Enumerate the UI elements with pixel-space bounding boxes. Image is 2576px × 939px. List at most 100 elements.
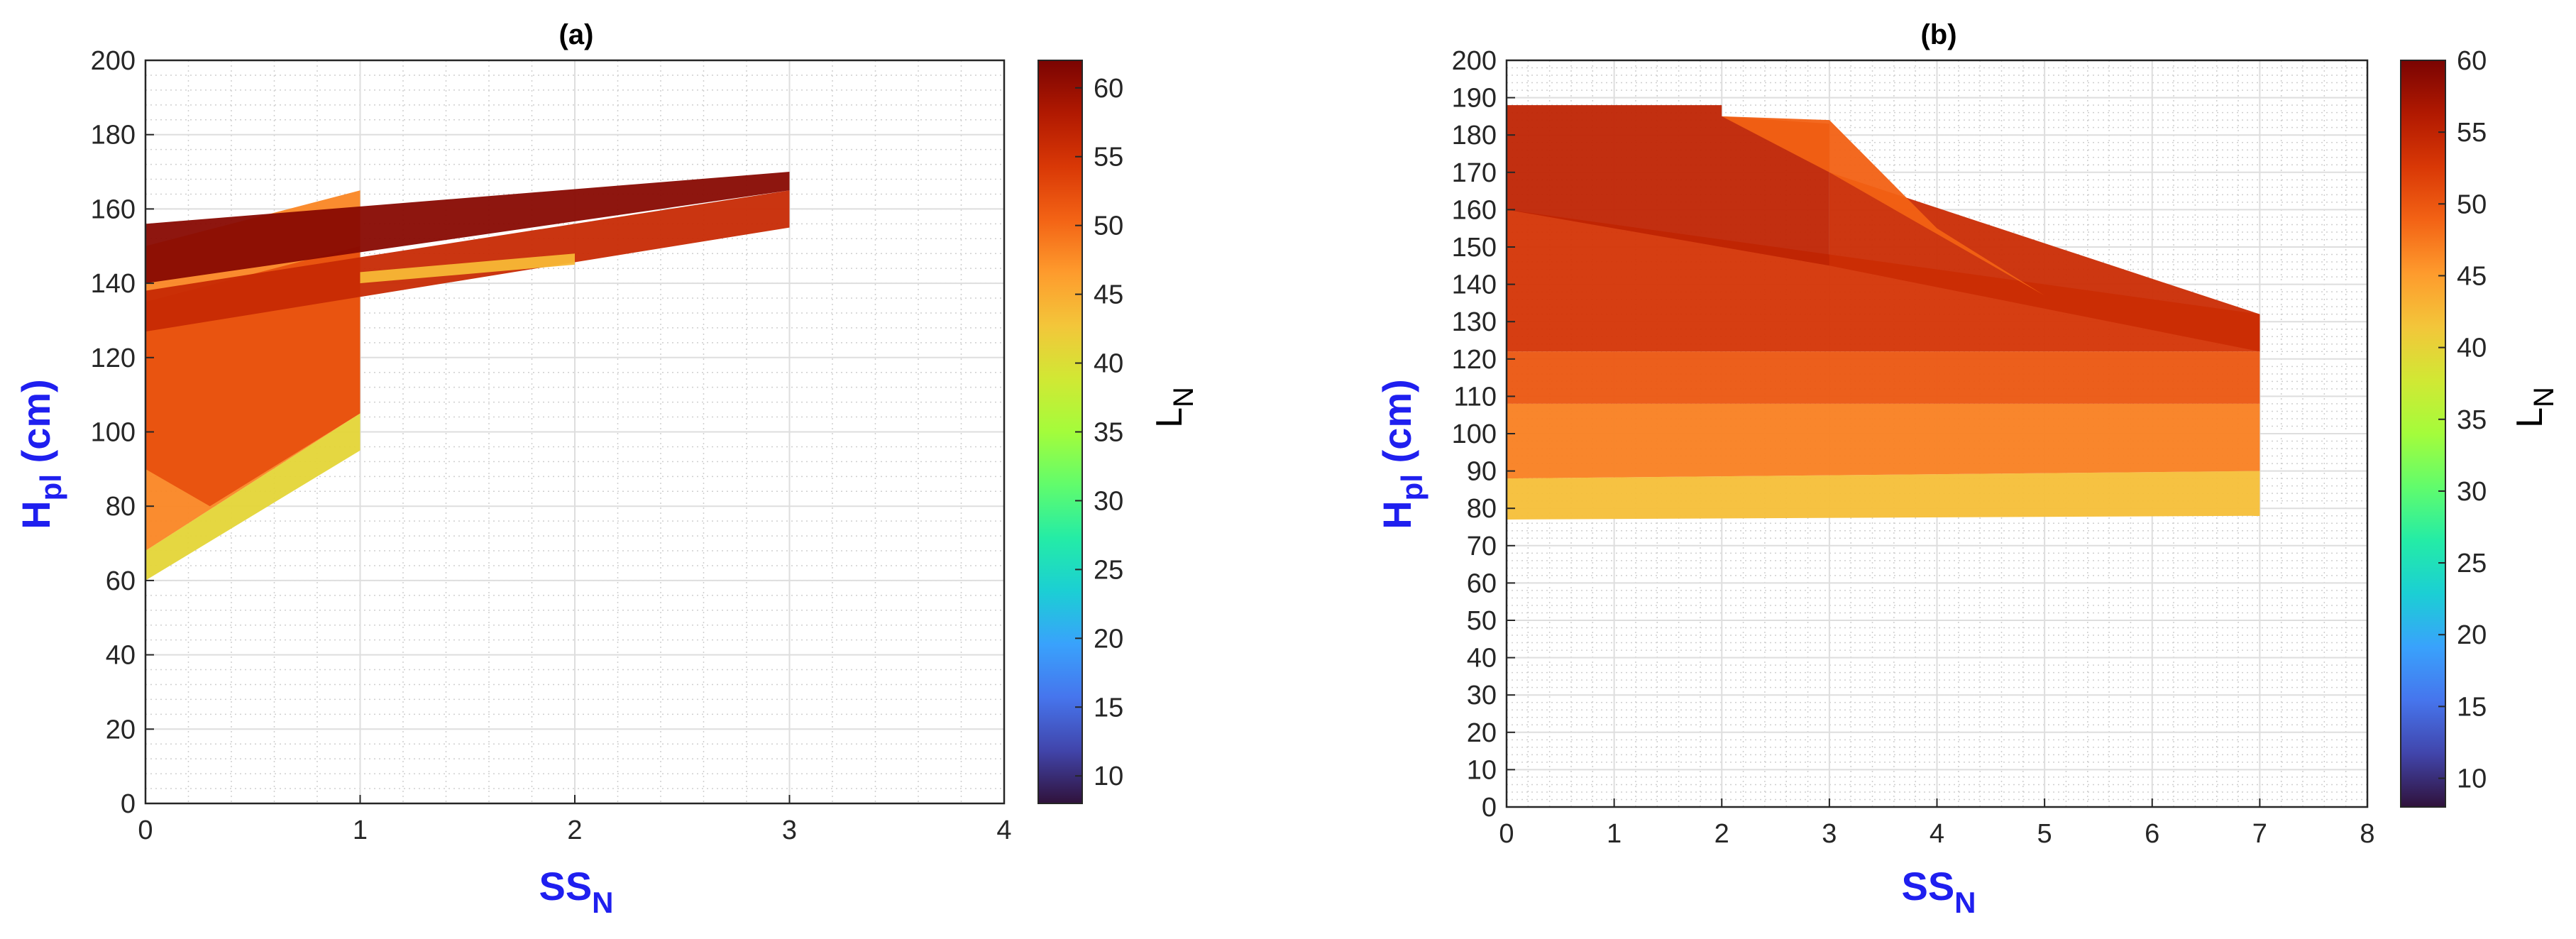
x-tick-label: 3 — [782, 816, 797, 845]
y-tick-label: 140 — [91, 269, 136, 299]
x-tick-label: 4 — [996, 816, 1011, 845]
colorbar-tick-label: 10 — [2457, 764, 2487, 794]
y-tick-label: 200 — [91, 46, 136, 76]
colorbar-tick-label: 30 — [2457, 477, 2487, 507]
colorbar-tick-label: 15 — [1094, 693, 1123, 723]
y-tick-label: 70 — [1467, 532, 1497, 561]
y-tick-label: 40 — [106, 641, 136, 671]
colorbar-tick-label: 15 — [2457, 692, 2487, 722]
colorbar-tick-label: 45 — [1094, 280, 1123, 310]
y-tick-label: 170 — [1452, 158, 1497, 188]
data-region-4 — [1507, 209, 2260, 352]
y-tick-label: 110 — [1453, 382, 1497, 412]
y-tick-label: 160 — [91, 194, 136, 224]
colorbar — [1037, 60, 1083, 804]
colorbar-tick-label: 30 — [1094, 486, 1123, 516]
colorbar-tick-label: 55 — [2457, 118, 2487, 148]
x-tick-label: 8 — [2360, 819, 2374, 849]
colorbar-tick-label: 20 — [1094, 624, 1123, 654]
x-tick-label: 1 — [1607, 819, 1622, 849]
y-tick-label: 10 — [1467, 755, 1497, 785]
colorbar-tick-label: 60 — [2457, 46, 2487, 76]
x-tick-label: 4 — [1930, 819, 1944, 849]
colorbar-ticks: 10 15 20 25 30 35 40 45 50 55 60 — [1075, 74, 1123, 791]
colorbar-tick-label: 55 — [1094, 143, 1123, 172]
data-region-4 — [145, 190, 790, 332]
colorbar-tick-label: 45 — [2457, 261, 2487, 291]
x-tick-label: 7 — [2252, 819, 2267, 849]
y-tick-label: 20 — [106, 715, 136, 745]
colorbar-tick-label: 40 — [1094, 349, 1123, 379]
y-tick-label: 120 — [91, 344, 136, 373]
colorbar-tick-label: 10 — [1094, 762, 1123, 791]
x-tick-label: 0 — [1499, 819, 1514, 849]
y-tick-label: 40 — [1467, 644, 1497, 674]
y-tick-label: 190 — [1452, 84, 1497, 114]
chart-panel-a: (a) 0 20 40 60 80 100 120 140 160 180 200 0 1 2 3 4 SS… — [13, 19, 1199, 919]
y-tick-label: 80 — [106, 492, 136, 522]
colorbar-tick-label: 35 — [2457, 405, 2487, 435]
x-tick-label: 3 — [1822, 819, 1837, 849]
y-tick-label: 130 — [1452, 307, 1497, 337]
colorbar-tick-label: 25 — [2457, 549, 2487, 578]
y-tick-label: 90 — [1467, 457, 1497, 487]
x-axis-ticks: 0 1 2 3 4 5 6 7 8 — [1499, 798, 2375, 849]
y-axis-ticks: 0 10 20 30 40 50 60 70 80 90 100 110 120 130 140 150 160… — [1452, 46, 1515, 823]
y-tick-label: 60 — [1467, 569, 1497, 598]
x-tick-label: 0 — [138, 816, 153, 845]
y-tick-label: 140 — [1452, 270, 1497, 300]
colorbar-tick-label: 50 — [2457, 190, 2487, 219]
colorbar-tick-label: 40 — [2457, 334, 2487, 363]
data-region-6 — [360, 253, 575, 284]
x-axis-label: SSN — [1901, 864, 1976, 919]
data-region-5 — [145, 172, 790, 284]
y-tick-label: 120 — [1452, 345, 1497, 375]
chart-title: (b) — [1920, 19, 1956, 50]
x-axis-ticks: 0 1 2 3 4 — [138, 795, 1012, 845]
y-axis-label: Hpl (cm) — [1375, 379, 1429, 529]
data-region-1 — [145, 413, 360, 581]
data-region-3 — [1507, 351, 2260, 404]
y-tick-label: 0 — [1482, 793, 1497, 823]
x-tick-label: 2 — [567, 816, 582, 845]
data-region-2 — [1507, 403, 2260, 479]
colorbar-tick-label: 20 — [2457, 620, 2487, 650]
data-region-5 — [1507, 105, 1829, 266]
x-tick-label: 6 — [2145, 819, 2159, 849]
colorbar-label: LN — [2509, 387, 2560, 428]
y-axis-label: Hpl (cm) — [13, 379, 67, 529]
x-axis-label: SSN — [539, 864, 613, 919]
colorbar-tick-label: 50 — [1094, 212, 1123, 241]
plot-area — [1505, 59, 2369, 808]
y-tick-label: 180 — [1452, 121, 1497, 150]
y-tick-label: 20 — [1467, 718, 1497, 748]
x-tick-label: 5 — [2037, 819, 2052, 849]
y-tick-label: 150 — [1452, 233, 1497, 263]
y-tick-label: 60 — [106, 566, 136, 596]
y-tick-label: 30 — [1467, 681, 1497, 710]
y-tick-label: 100 — [91, 418, 136, 448]
y-tick-label: 0 — [121, 789, 136, 819]
colorbar-tick-label: 25 — [1094, 555, 1123, 585]
y-tick-label: 50 — [1467, 606, 1497, 636]
plot-area — [144, 59, 1006, 805]
colorbar-scale — [1037, 60, 1083, 804]
chart-title: (a) — [559, 19, 594, 50]
colorbar — [2400, 60, 2446, 808]
y-tick-label: 180 — [91, 121, 136, 150]
y-tick-label: 100 — [1452, 419, 1497, 449]
colorbar-scale — [2400, 60, 2446, 808]
data-region-6 — [1829, 172, 2260, 352]
colorbar-tick-label: 60 — [1094, 74, 1123, 104]
y-tick-label: 80 — [1467, 494, 1497, 524]
chart-panel-b: (b) 010203040506070809010011012013014015… — [1375, 19, 2560, 919]
x-tick-label: 1 — [353, 816, 368, 845]
y-tick-label: 160 — [1452, 195, 1497, 225]
colorbar-ticks: 10 15 20 25 30 35 40 45 50 55 60 — [2438, 46, 2487, 794]
y-axis-ticks: 0 20 40 60 80 100 120 140 160 180 200 — [91, 46, 154, 819]
x-tick-label: 2 — [1714, 819, 1729, 849]
colorbar-label: LN — [1149, 387, 1199, 428]
data-region-1 — [1507, 471, 2260, 520]
y-tick-label: 200 — [1452, 46, 1497, 76]
